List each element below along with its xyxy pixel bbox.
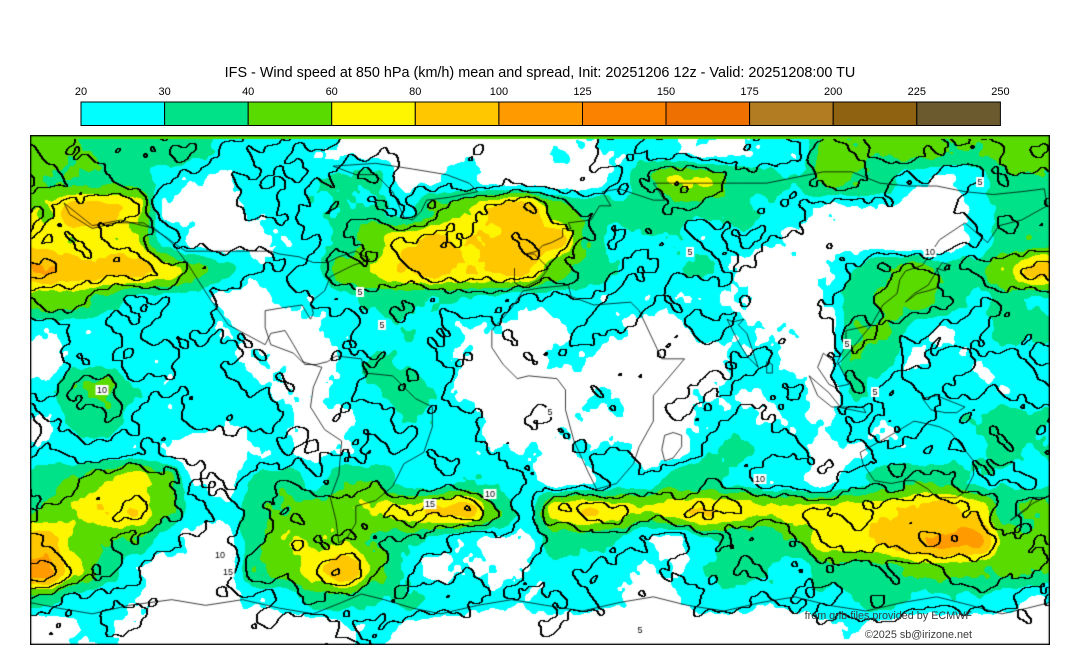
svg-text:20: 20 [75, 86, 87, 98]
svg-text:30: 30 [158, 86, 170, 98]
svg-text:40: 40 [242, 86, 254, 98]
svg-text:225: 225 [908, 86, 926, 98]
svg-text:175: 175 [740, 86, 758, 98]
svg-text:200: 200 [824, 86, 842, 98]
svg-text:80: 80 [409, 86, 421, 98]
svg-text:250: 250 [991, 86, 1009, 98]
svg-text:100: 100 [490, 86, 508, 98]
svg-text:60: 60 [326, 86, 338, 98]
svg-text:150: 150 [657, 86, 675, 98]
svg-text:125: 125 [573, 86, 591, 98]
